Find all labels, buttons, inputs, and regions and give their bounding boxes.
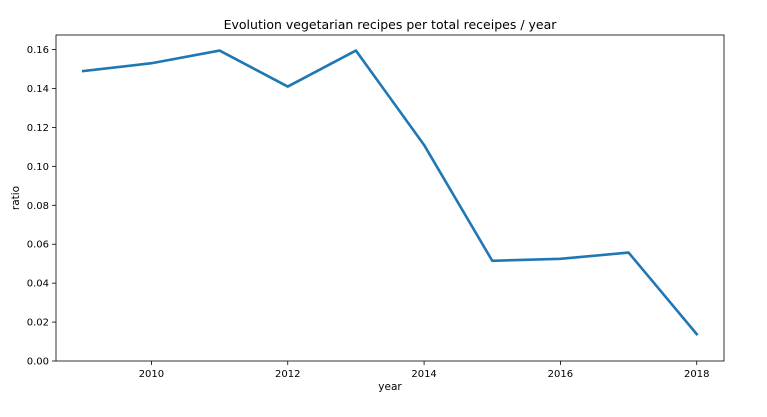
plot-area xyxy=(81,49,699,336)
y-tick-label: 0.16 xyxy=(27,45,49,56)
y-tick-label: 0.14 xyxy=(27,84,49,95)
x-tick-label: 2010 xyxy=(139,369,164,380)
x-tick-label: 2016 xyxy=(548,369,573,380)
x-tick-label: 2014 xyxy=(411,369,436,380)
x-axis-label: year xyxy=(378,381,402,393)
y-axis: 0.00 0.02 0.04 0.06 0.08 0.10 0.12 0.14 0.16 xyxy=(27,45,56,368)
y-axis-label: ratio xyxy=(10,186,22,210)
y-tick-label: 0.04 xyxy=(27,279,49,290)
x-tick-label: 2018 xyxy=(684,369,709,380)
plot-frame xyxy=(55,34,725,362)
y-tick-label: 0.12 xyxy=(27,123,49,134)
y-tick-label: 0.08 xyxy=(27,201,49,212)
x-axis: 2010 2012 2014 2016 2018 xyxy=(139,361,709,380)
series-line xyxy=(81,49,699,336)
y-tick-label: 0.00 xyxy=(27,357,49,368)
x-tick-label: 2012 xyxy=(275,369,300,380)
y-tick-label: 0.02 xyxy=(27,318,49,329)
y-tick-label: 0.06 xyxy=(27,240,49,251)
chart-title: Evolution vegetarian recipes per total r… xyxy=(224,17,558,32)
y-tick-label: 0.10 xyxy=(27,162,49,173)
